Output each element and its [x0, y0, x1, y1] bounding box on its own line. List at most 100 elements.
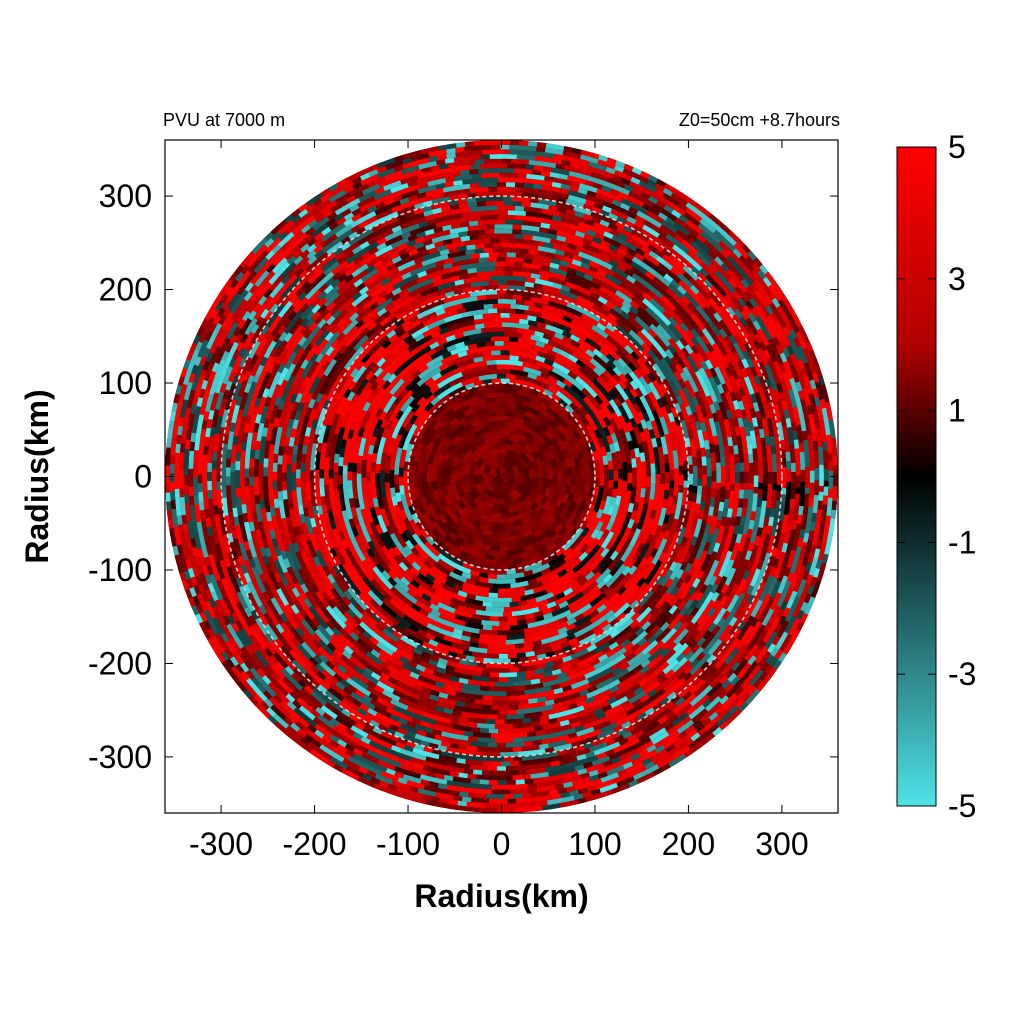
field-cell: [404, 567, 415, 578]
field-cell: [424, 494, 432, 505]
field-cell: [405, 394, 416, 406]
field-cell: [523, 544, 535, 553]
field-cell: [544, 586, 557, 595]
field-cell: [419, 433, 428, 445]
field-cell: [544, 512, 555, 523]
field-cell: [600, 446, 608, 458]
field-cell: [491, 583, 502, 589]
field-cell: [444, 605, 456, 614]
field-cell: [622, 538, 632, 551]
field-cell: [596, 449, 603, 460]
field-cell: [749, 471, 754, 484]
field-cell: [404, 487, 411, 498]
field-cell: [602, 551, 613, 563]
field-cell: [580, 416, 591, 427]
field-cell: [416, 442, 424, 454]
field-cell: [647, 499, 654, 511]
field-cell: [400, 448, 408, 460]
field-cell: [443, 437, 453, 448]
field-cell: [460, 457, 469, 468]
field-cell: [473, 526, 484, 535]
field-cell: [618, 535, 628, 547]
field-cell: [455, 360, 467, 369]
field-cell: [433, 537, 444, 548]
field-cell: [434, 398, 445, 409]
field-cell: [423, 426, 433, 437]
field-cell: [395, 446, 403, 458]
field-cell: [622, 470, 628, 482]
field-cell: [482, 529, 493, 537]
field-cell: [558, 488, 566, 500]
field-cell: [484, 520, 496, 528]
field-cell: [607, 460, 614, 471]
field-cell: [569, 588, 581, 598]
field-cell: [419, 399, 430, 410]
field-cell: [446, 400, 458, 411]
field-cell: [482, 509, 493, 518]
field-cell: [492, 555, 503, 561]
field-cell: [568, 605, 580, 615]
field-cell: [570, 361, 582, 372]
field-cell: [491, 378, 502, 384]
field-cell: [579, 520, 589, 531]
field-cell: [602, 455, 609, 467]
field-cell: [510, 435, 521, 444]
field-cell: [576, 389, 588, 401]
field-cell: [524, 405, 535, 414]
field-cell: [482, 582, 493, 589]
field-cell: [636, 505, 644, 517]
field-cell: [456, 428, 467, 439]
field-cell: [542, 592, 554, 601]
field-cell: [632, 476, 637, 487]
field-cell: [501, 488, 512, 496]
field-cell: [499, 484, 510, 491]
field-cell: [494, 439, 505, 445]
field-cell: [539, 413, 550, 424]
field-cell: [496, 411, 507, 416]
field-cell: [518, 356, 530, 363]
field-cell: [585, 519, 595, 530]
field-cell: [464, 537, 475, 546]
field-cell: [501, 369, 512, 375]
field-cell: [444, 574, 456, 584]
field-cell: [551, 382, 563, 393]
field-cell: [516, 327, 528, 334]
field-cell: [487, 569, 498, 575]
field-cell: [397, 560, 409, 572]
field-cell: [410, 560, 422, 572]
field-cell: [523, 420, 534, 429]
field-cell: [608, 390, 618, 402]
field-cell: [523, 468, 530, 478]
field-cell: [542, 451, 551, 462]
field-cell: [634, 447, 641, 459]
field-cell: [461, 581, 473, 590]
field-cell: [466, 455, 475, 467]
field-cell: [514, 452, 524, 463]
field-cell: [445, 407, 456, 418]
field-cell: [692, 475, 698, 487]
field-cell: [429, 384, 441, 394]
field-cell: [619, 497, 626, 509]
field-cell: [363, 440, 371, 452]
field-cell: [578, 557, 589, 569]
field-cell: [357, 530, 367, 543]
field-cell: [499, 625, 511, 631]
field-cell: [527, 592, 539, 600]
field-cell: [486, 444, 497, 452]
field-cell: [489, 387, 500, 394]
field-cell: [627, 463, 633, 475]
field-cell: [511, 346, 522, 352]
field-cell: [642, 516, 651, 528]
field-cell: [492, 317, 503, 323]
field-cell: [464, 482, 473, 494]
field-cell: [424, 401, 435, 412]
field-cell: [352, 461, 358, 473]
field-cell: [532, 555, 544, 564]
field-cell: [584, 413, 595, 425]
field-cell: [509, 530, 520, 537]
field-cell: [519, 609, 531, 616]
field-cell: [631, 458, 637, 469]
field-cell: [725, 472, 731, 484]
field-cell: [352, 452, 359, 464]
field-cell: [516, 427, 527, 436]
